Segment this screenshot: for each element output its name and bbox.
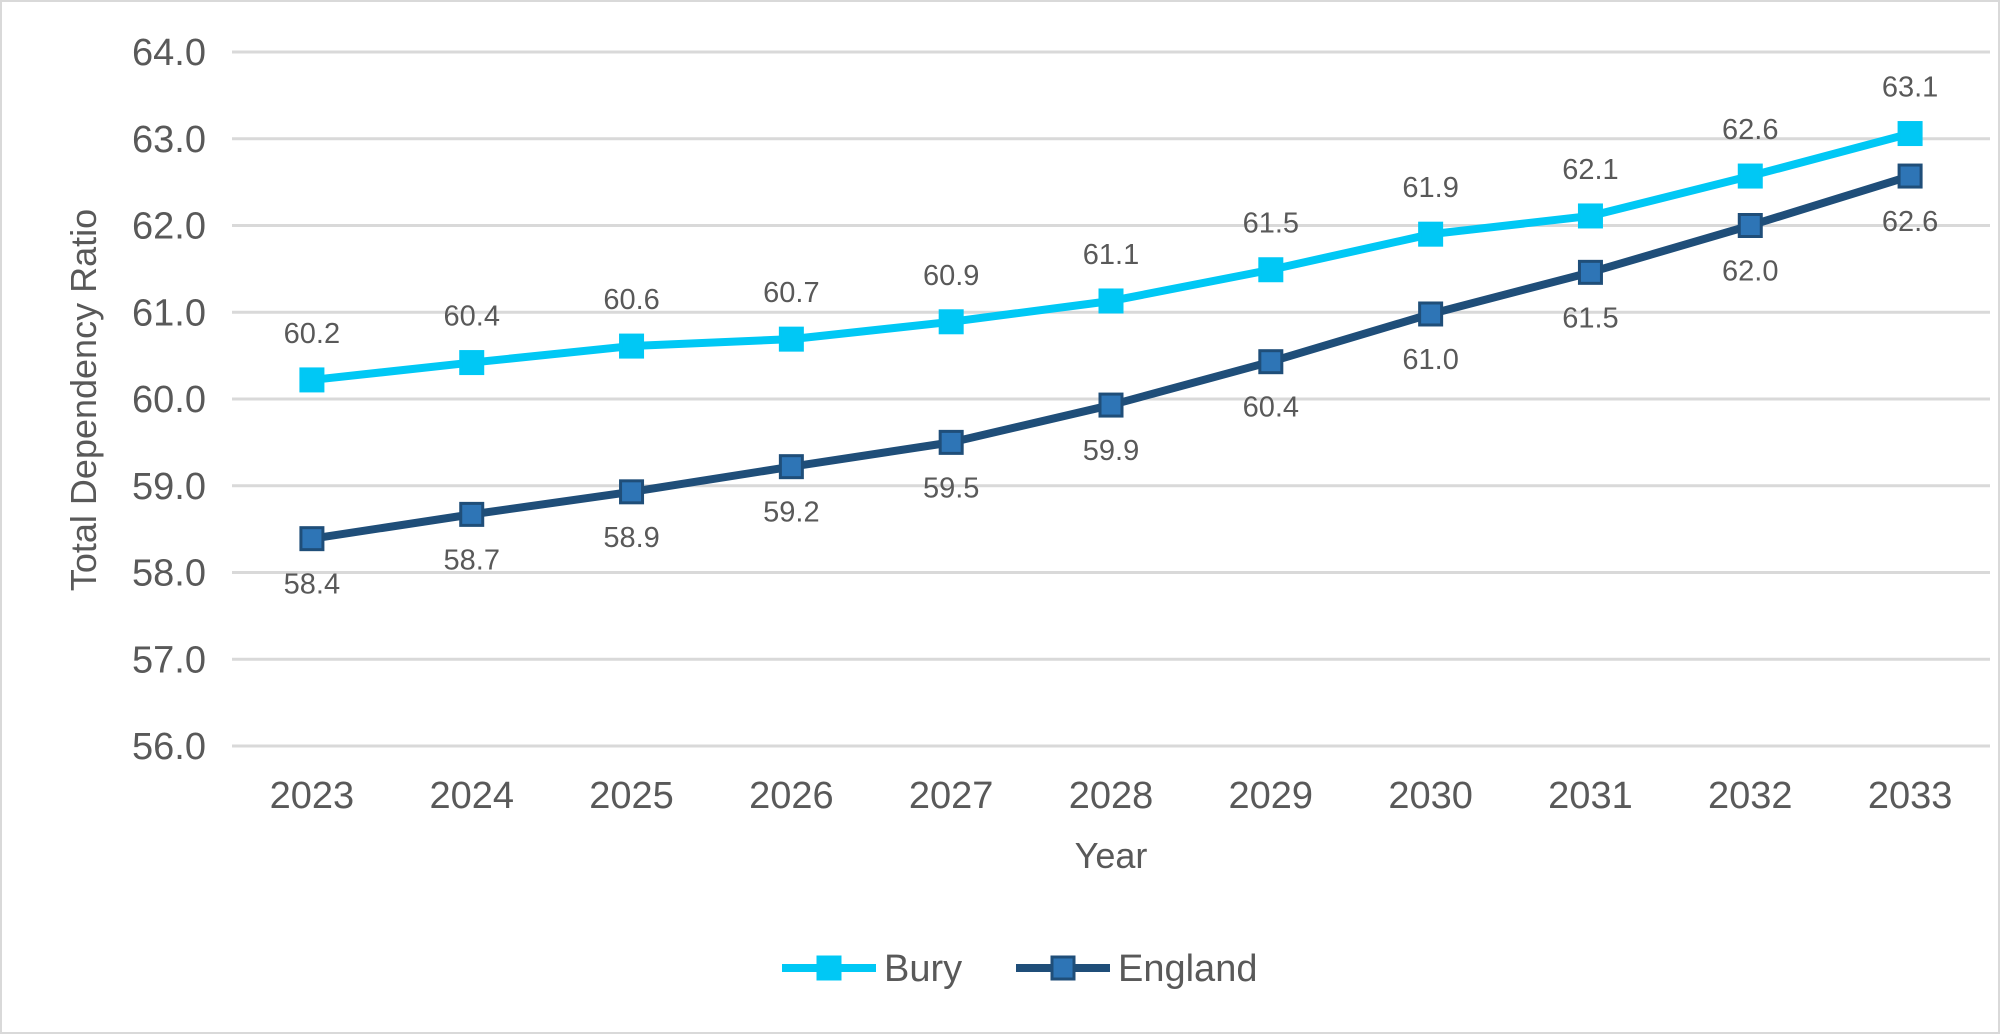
data-label-bury: 60.6 [603,284,659,316]
data-point-england [1258,349,1284,375]
y-tick-label: 62.0 [132,206,206,248]
x-tick-label: 2032 [1708,775,1793,817]
data-label-england: 61.0 [1402,344,1458,376]
data-point-england [1098,392,1124,418]
data-label-england: 59.2 [763,497,819,529]
data-label-bury: 62.1 [1562,154,1618,186]
data-label-bury: 61.9 [1402,172,1458,204]
legend-label-bury: Bury [884,948,962,990]
x-axis-ticks: 2023 2024 2025 2026 2027 2028 2029 2030 2031 2032… [270,775,1953,817]
x-tick-label: 2033 [1868,775,1953,817]
data-label-bury: 60.4 [444,301,500,333]
data-point-bury [938,309,964,335]
data-point-england [1737,213,1763,238]
y-tick-label: 58.0 [132,553,206,595]
data-point-bury [299,367,325,393]
x-axis-title: Year [1075,835,1148,876]
data-point-bury [778,326,804,352]
x-tick-label: 2028 [1069,775,1154,817]
data-point-bury [619,333,645,359]
data-label-england: 62.6 [1882,206,1938,238]
x-tick-label: 2025 [589,775,674,817]
data-label-england: 58.7 [444,544,500,576]
data-point-england [938,429,964,455]
data-point-england [299,526,325,552]
data-label-bury: 60.7 [763,277,819,309]
data-label-england: 59.5 [923,472,979,504]
data-point-england [619,479,645,505]
data-label-bury: 60.9 [923,260,979,292]
data-label-bury: 60.2 [284,318,340,350]
x-tick-label: 2029 [1229,775,1314,817]
x-tick-label: 2030 [1388,775,1473,817]
y-axis-ticks: 56.0 57.0 58.0 59.0 60.0 61.0 62.0 63.0 64.0 [132,32,206,768]
data-label-bury: 62.6 [1722,114,1778,146]
y-tick-label: 63.0 [132,119,206,161]
y-tick-label: 64.0 [132,32,206,74]
x-tick-label: 2023 [270,775,355,817]
data-point-bury [1418,221,1444,247]
legend-marker-bury [816,955,842,981]
data-labels: 60.2 60.4 60.6 60.7 60.9 61.1 61.5 61.9 62.1 62.6… [284,72,1939,601]
data-label-england: 62.0 [1722,256,1778,288]
data-point-bury [1098,288,1124,314]
legend-label-england: England [1118,948,1257,990]
y-tick-label: 57.0 [132,639,206,681]
data-point-bury [1258,257,1284,283]
x-tick-label: 2027 [909,775,994,817]
data-label-bury: 63.1 [1882,72,1938,104]
data-point-bury [1577,203,1603,229]
data-point-england [1418,301,1444,327]
y-tick-label: 56.0 [132,726,206,768]
data-point-bury [459,350,485,376]
data-label-england: 60.4 [1243,392,1299,424]
y-axis-title: Total Dependency Ratio [63,209,104,591]
data-point-england [1577,259,1603,285]
data-label-england: 58.4 [284,569,340,601]
y-tick-label: 61.0 [132,292,206,334]
x-tick-label: 2026 [749,775,834,817]
x-tick-label: 2024 [429,775,514,817]
data-point-england [778,454,804,480]
data-point-bury [1737,163,1763,189]
data-label-bury: 61.5 [1243,208,1299,240]
legend-marker-england [1050,955,1076,981]
series-layer [299,121,1923,552]
data-label-bury: 61.1 [1083,239,1139,271]
data-label-england: 58.9 [603,522,659,554]
x-tick-label: 2031 [1548,775,1633,817]
data-point-england [1897,163,1923,189]
y-tick-label: 60.0 [132,379,206,421]
legend: Bury England [782,948,1257,990]
data-label-england: 61.5 [1562,302,1618,334]
data-point-bury [1897,121,1923,147]
data-point-england [459,501,485,527]
y-tick-label: 59.0 [132,466,206,508]
data-label-england: 59.9 [1083,435,1139,467]
